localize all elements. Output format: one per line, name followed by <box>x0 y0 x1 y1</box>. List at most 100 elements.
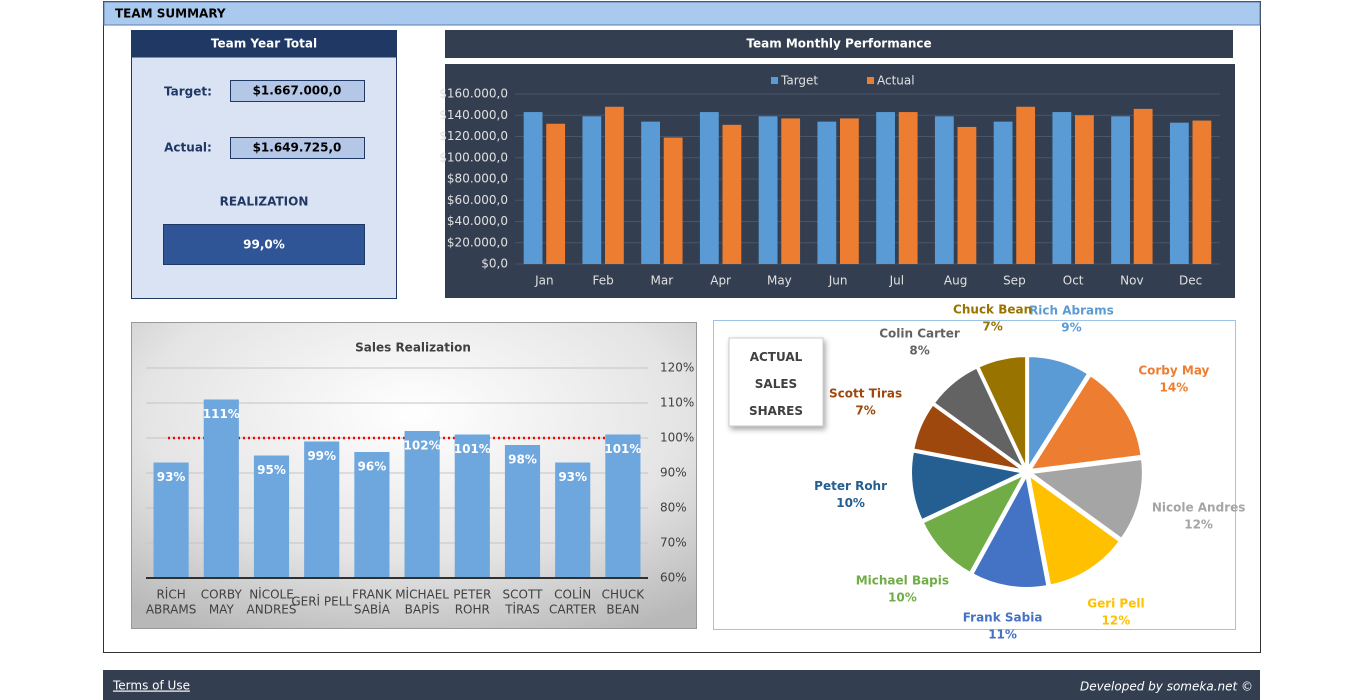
target-value: $1.667.000,0 <box>253 84 342 98</box>
y-tick-label: 80% <box>660 501 687 515</box>
slice-value-label: 12% <box>1102 614 1131 628</box>
bar <box>781 118 801 264</box>
y-tick-label: $160.000,0 <box>439 87 508 101</box>
value-label: 99% <box>307 449 336 463</box>
slice-value-label: 11% <box>988 628 1017 642</box>
x-tick-label: RİCH ABRAMS <box>146 586 196 616</box>
y-tick-label: $0,0 <box>481 257 508 271</box>
monthly-chart-area <box>445 64 1235 298</box>
bar <box>993 121 1013 264</box>
slice-label: Michael Bapis <box>856 574 949 588</box>
x-tick-label: Oct <box>1063 274 1084 288</box>
slice-value-label: 10% <box>888 591 917 605</box>
x-tick-label: Apr <box>710 274 731 288</box>
bar <box>582 116 602 264</box>
slice-label: Chuck Bean <box>953 303 1032 317</box>
slice-value-label: 8% <box>909 344 929 358</box>
pie-slice <box>912 403 1024 472</box>
x-tick-label: CHUCK BEAN <box>602 587 646 616</box>
bar <box>876 112 895 264</box>
y-tick-label: $140.000,0 <box>439 108 508 122</box>
x-tick-label: MİCHAEL BAPİS <box>395 586 449 616</box>
realization-value: 99,0% <box>243 238 285 252</box>
x-tick-label: PETER ROHR <box>453 587 491 616</box>
bar <box>605 434 641 578</box>
bar <box>1169 122 1189 264</box>
bar <box>722 124 742 264</box>
bar <box>605 106 624 264</box>
bar <box>404 431 440 578</box>
slice-value-label: 14% <box>1160 380 1189 394</box>
monthly-title-bar <box>445 30 1233 58</box>
bar <box>1133 108 1153 264</box>
bar <box>253 455 290 578</box>
y-tick-label: $60.000,0 <box>447 193 508 207</box>
bar <box>1016 106 1036 264</box>
bar <box>1111 116 1130 264</box>
credit: Developed by someka.net © <box>1080 680 1253 694</box>
bar <box>304 441 340 578</box>
slice-label: Corby May <box>1138 363 1209 377</box>
value-label: 95% <box>257 463 286 477</box>
value-label: 111% <box>203 407 240 421</box>
header-title: TEAM SUMMARY <box>115 7 226 21</box>
y-tick-label: 60% <box>660 571 687 585</box>
x-tick-label: NİCOLE ANDRES <box>247 586 297 616</box>
realization-box <box>163 224 365 265</box>
pie-slice <box>977 355 1028 469</box>
x-tick-label: GERİ PELL <box>291 594 352 609</box>
x-tick-label: Feb <box>593 274 614 288</box>
slice-value-label: 12% <box>1184 518 1213 532</box>
target-label: Target: <box>164 85 212 99</box>
terms-link[interactable]: Terms of Use <box>112 679 190 693</box>
y-tick-label: $20.000,0 <box>447 235 508 249</box>
bar <box>957 126 977 264</box>
value-label: 96% <box>358 460 387 474</box>
chart-title: Sales Realization <box>355 341 471 355</box>
slice-label: Geri Pell <box>1087 597 1144 611</box>
bar <box>546 123 566 264</box>
bar <box>758 116 778 264</box>
target-box <box>230 80 365 102</box>
value-label: 98% <box>508 453 537 467</box>
slice-label: Nicole Andres <box>1152 501 1246 515</box>
x-tick-label: Dec <box>1179 274 1202 288</box>
y-tick-label: 120% <box>660 361 694 375</box>
x-tick-label: Aug <box>944 274 967 288</box>
chart-title: ACTUAL SALES SHARES <box>749 350 803 418</box>
slice-label: Frank Sabia <box>963 611 1043 625</box>
y-tick-label: $120.000,0 <box>439 129 508 143</box>
bar <box>817 121 837 264</box>
value-label: 102% <box>404 439 441 453</box>
pie-slice <box>971 473 1049 589</box>
pie-slice <box>910 450 1027 522</box>
header-bar <box>103 1 1261 26</box>
bar <box>699 112 719 264</box>
actual-label: Actual: <box>164 141 212 155</box>
x-tick-label: Sep <box>1003 274 1026 288</box>
bar <box>1075 115 1094 264</box>
slice-label: Rich Abrams <box>1029 304 1114 318</box>
bar <box>641 121 660 264</box>
slice-label: Scott Tiras <box>829 387 902 401</box>
x-tick-label: COLİN CARTER <box>549 586 596 616</box>
legend-swatch <box>771 77 778 84</box>
pie-slice <box>921 472 1027 575</box>
x-tick-label: SCOTT TİRAS <box>503 587 544 616</box>
pie-slice <box>1027 355 1090 472</box>
pie-slice <box>1028 457 1144 541</box>
bar <box>663 137 683 264</box>
bar <box>1192 120 1212 264</box>
value-label: 101% <box>454 442 491 456</box>
y-tick-label: 110% <box>660 396 694 410</box>
x-tick-label: CORBY MAY <box>201 587 243 616</box>
pie-slice <box>932 366 1026 470</box>
bar <box>454 434 490 578</box>
slice-value-label: 10% <box>836 496 865 510</box>
legend-swatch <box>867 77 874 84</box>
y-tick-label: $40.000,0 <box>447 214 508 228</box>
value-label: 101% <box>604 442 641 456</box>
value-label: 93% <box>558 470 587 484</box>
bar <box>504 445 541 578</box>
y-tick-label: $100.000,0 <box>439 150 508 164</box>
